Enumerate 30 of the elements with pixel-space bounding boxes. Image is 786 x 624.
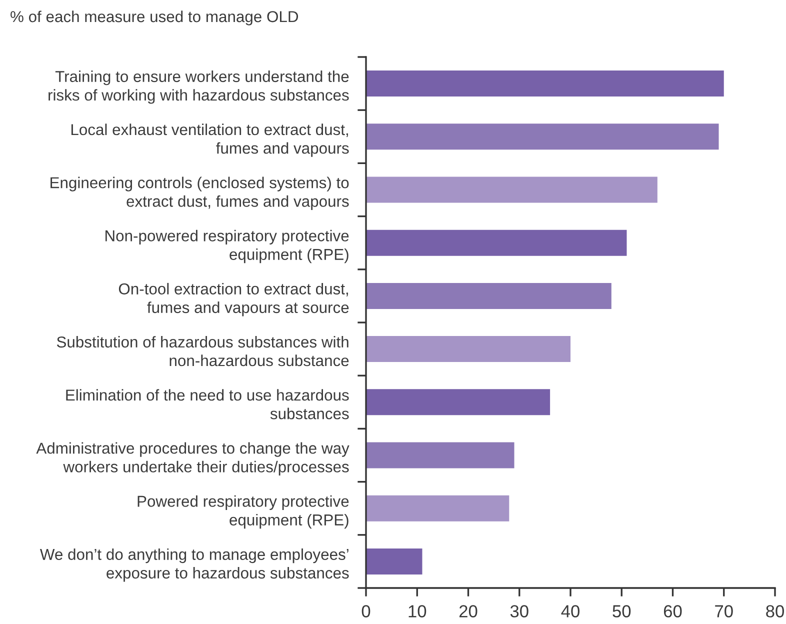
y-tick-label: Elimination of the need to use hazardous substances (66, 389, 349, 420)
y-tick-label: Administrative procedures to change the way workers undertake their duties/processes (36, 442, 350, 476)
bar (366, 495, 510, 522)
bar (366, 230, 627, 256)
bar (366, 442, 514, 468)
x-tick-label: 80 (766, 605, 784, 618)
y-tick-label: Powered respiratory protective equipment (RPE) (138, 495, 349, 529)
bar (366, 176, 658, 203)
bar (366, 70, 724, 97)
x-tick-label: 40 (561, 605, 580, 618)
bar (366, 124, 719, 150)
y-tick-label: Non-powered respiratory protective equipment (RPE) (106, 230, 349, 264)
x-tick-label: 70 (715, 605, 733, 618)
x-tick-label: 50 (612, 605, 631, 618)
x-tick-label: 10 (408, 605, 426, 618)
x-tick-label: 20 (459, 605, 478, 618)
bar (366, 389, 550, 416)
x-tick-label: 30 (510, 605, 528, 618)
y-tick-label: Local exhaust ventilation to extract dust, fumes and vapours (71, 124, 349, 157)
x-tick-label: 60 (664, 605, 682, 618)
bar (366, 336, 570, 362)
bar (366, 548, 422, 574)
x-tick-label: 0 (362, 605, 370, 618)
y-tick-label: Engineering controls (enclosed systems) to extract dust, fumes and vapours (50, 176, 349, 210)
y-tick-label: We don’t do anything to manage employees’ exposure to hazardous substances (40, 548, 349, 582)
y-tick-label: Training to ensure workers understand the risks of working with hazardous substances (48, 70, 349, 104)
y-tick-label: Substitution of hazardous substances with non-hazardous substance (56, 336, 349, 366)
text: % of each measure used to manage OLD (10, 10, 298, 26)
y-tick-label: On-tool extraction to extract dust, fumes and vapours at source (118, 282, 349, 316)
bar (366, 282, 612, 309)
